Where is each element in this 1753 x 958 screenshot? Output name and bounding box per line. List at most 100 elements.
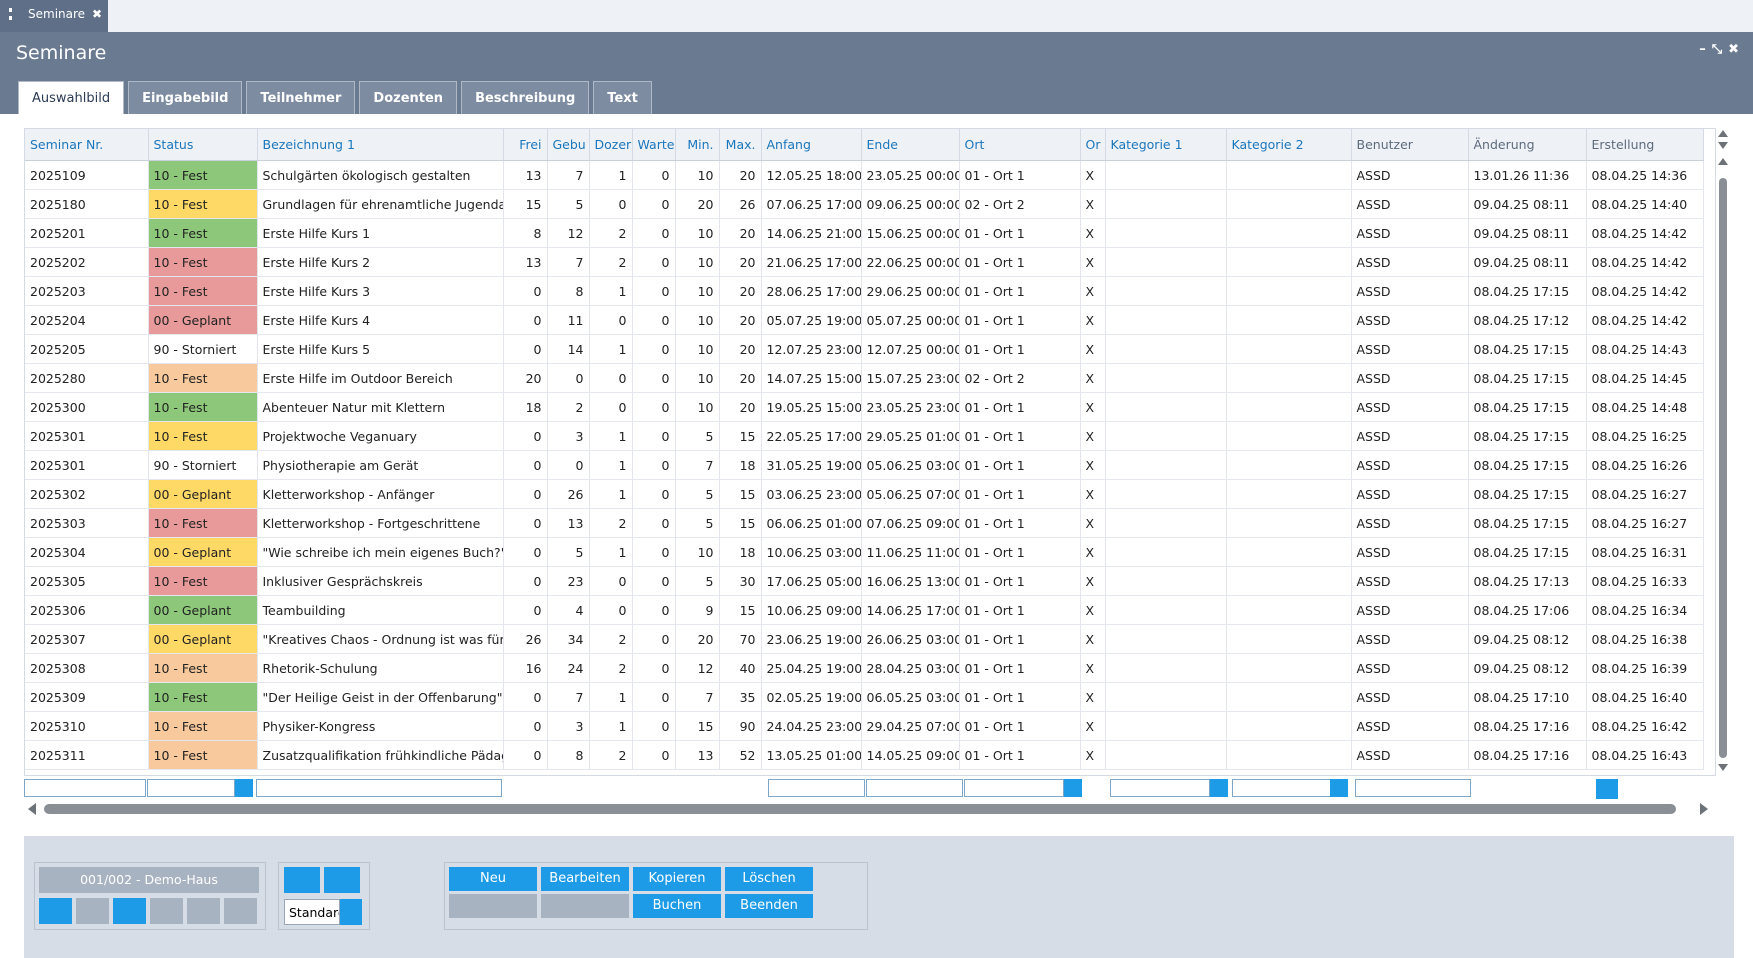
tab[interactable]: Teilnehmer xyxy=(246,81,356,114)
table-row[interactable]: 2025204 00 - Geplant Erste Hilfe Kurs 4 0 11… xyxy=(25,305,1704,335)
table-cell: 11 xyxy=(547,305,590,335)
table-row[interactable]: 2025304 00 - Geplant "Wie schreibe ich mei… xyxy=(25,537,1704,567)
filter-input[interactable] xyxy=(1232,779,1332,797)
column-header[interactable]: Ende xyxy=(861,129,960,161)
column-header[interactable]: Or xyxy=(1080,129,1106,161)
column-header[interactable]: Gebu xyxy=(547,129,590,161)
column-header[interactable]: Frei xyxy=(503,129,548,161)
table-row[interactable]: 2025302 00 - Geplant Kletterworkshop - Anf… xyxy=(25,479,1704,509)
prev-page-button[interactable] xyxy=(76,898,109,924)
table-cell: 02 - Ort 2 xyxy=(959,363,1081,393)
layout-select-button[interactable] xyxy=(340,899,362,925)
filter-button[interactable] xyxy=(1210,779,1228,797)
action-button[interactable]: Bearbeiten xyxy=(541,867,629,891)
column-header[interactable]: Erstellung xyxy=(1586,129,1704,161)
table-row[interactable]: 2025306 00 - Geplant Teambuilding 0 4 0 0 9 15 10… xyxy=(25,595,1704,625)
action-button[interactable]: Beenden xyxy=(725,894,813,918)
table-cell: 5 xyxy=(547,537,590,567)
table-cell: 01 - Ort 1 xyxy=(959,508,1081,538)
first-button[interactable] xyxy=(39,898,72,924)
filter-button[interactable] xyxy=(1330,779,1348,797)
filter-input[interactable] xyxy=(866,779,963,797)
prev-button[interactable] xyxy=(113,898,146,924)
tab[interactable]: Dozenten xyxy=(359,81,458,114)
column-header[interactable]: Benutzer xyxy=(1351,129,1469,161)
table-row[interactable]: 2025305 10 - Fest Inklusiver Gesprächskrei… xyxy=(25,566,1704,596)
table-cell: 08.04.25 16:25 xyxy=(1586,421,1704,451)
column-header[interactable]: Min. xyxy=(675,129,720,161)
filter-input[interactable] xyxy=(1355,779,1471,797)
last-button[interactable] xyxy=(224,898,257,924)
table-row[interactable]: 2025308 10 - Fest Rhetorik-Schulung 16 24 2 0 1… xyxy=(25,653,1704,683)
column-header[interactable]: Anfang xyxy=(761,129,862,161)
tab[interactable]: Auswahlbild xyxy=(18,81,125,114)
scroll-left[interactable] xyxy=(28,803,36,815)
document-tab[interactable]: Seminare ✖ xyxy=(0,0,108,32)
table-row[interactable]: 2025203 10 - Fest Erste Hilfe Kurs 3 0 8 1 0 10… xyxy=(25,276,1704,306)
filter-input[interactable] xyxy=(147,779,235,797)
filter-input[interactable] xyxy=(768,779,865,797)
layout-select[interactable]: Standard xyxy=(284,899,340,925)
top-bar: Seminare ✖ xyxy=(0,0,1753,32)
column-header[interactable]: Seminar Nr. xyxy=(25,129,149,161)
table-row[interactable]: 2025303 10 - Fest Kletterworkshop - Fortge… xyxy=(25,508,1704,538)
column-header[interactable]: Ort xyxy=(959,129,1081,161)
table-cell: 26 xyxy=(719,189,762,219)
column-header[interactable]: Kategorie 1 xyxy=(1105,129,1227,161)
column-header[interactable]: Bezeichnung 1 xyxy=(257,129,504,161)
table-cell: ASSD xyxy=(1351,595,1469,625)
table-row[interactable]: 2025301 90 - Storniert Physiotherapie am G… xyxy=(25,450,1704,480)
tab[interactable]: Text xyxy=(593,81,652,114)
filter-input[interactable] xyxy=(964,779,1064,797)
table-cell: 90 xyxy=(719,711,762,741)
vertical-scrollbar[interactable] xyxy=(1716,128,1730,774)
table-row[interactable]: 2025301 10 - Fest Projektwoche Veganuary 0 3… xyxy=(25,421,1704,451)
table-cell: 2025180 xyxy=(25,189,149,219)
column-header[interactable]: Status xyxy=(148,129,258,161)
next-button[interactable] xyxy=(150,898,183,924)
column-header[interactable]: Dozer xyxy=(589,129,633,161)
table-cell xyxy=(1226,508,1352,538)
filter-apply-button[interactable] xyxy=(1596,779,1618,799)
table-cell xyxy=(1105,624,1227,654)
column-header[interactable]: Änderung xyxy=(1468,129,1587,161)
table-cell: 1 xyxy=(589,682,633,712)
close-icon[interactable]: ✖ xyxy=(91,7,102,21)
status-cell: 10 - Fest xyxy=(148,276,258,306)
column-header[interactable]: Kategorie 2 xyxy=(1226,129,1352,161)
table-cell: Kletterworkshop - Fortgeschrittene xyxy=(257,508,504,538)
horizontal-scrollbar[interactable] xyxy=(44,804,1676,814)
table-row[interactable]: 2025311 10 - Fest Zusatzqualifikation früh… xyxy=(25,740,1704,770)
table-row[interactable]: 2025310 10 - Fest Physiker-Kongress 0 3 1 0 15 9… xyxy=(25,711,1704,741)
filter-input[interactable] xyxy=(24,779,146,797)
table-row[interactable]: 2025309 10 - Fest "Der Heilige Geist in de… xyxy=(25,682,1704,712)
table-row[interactable]: 2025180 10 - Fest Grundlagen für ehrenamtl… xyxy=(25,189,1704,219)
scroll-right[interactable] xyxy=(1700,803,1708,815)
filter-input[interactable] xyxy=(1110,779,1210,797)
print-button[interactable] xyxy=(284,867,320,893)
filter-button[interactable] xyxy=(1064,779,1082,797)
column-header[interactable]: Warte xyxy=(632,129,676,161)
table-cell: X xyxy=(1080,247,1106,277)
export-button[interactable] xyxy=(324,867,360,893)
table-row[interactable]: 2025201 10 - Fest Erste Hilfe Kurs 1 8 12 2 0 1… xyxy=(25,218,1704,248)
action-button[interactable]: Neu xyxy=(449,867,537,891)
table-cell: 20 xyxy=(719,305,762,335)
action-button[interactable]: Buchen xyxy=(633,894,721,918)
table-row[interactable]: 2025109 10 - Fest Schulgärten ökologisch g… xyxy=(25,160,1704,190)
table-row[interactable]: 2025307 00 - Geplant "Kreatives Chaos - Or… xyxy=(25,624,1704,654)
table-row[interactable]: 2025300 10 - Fest Abenteuer Natur mit Klet… xyxy=(25,392,1704,422)
action-button[interactable]: Kopieren xyxy=(633,867,721,891)
table-cell: 31.05.25 19:00 xyxy=(761,450,862,480)
window-controls[interactable]: –⤡✖ xyxy=(1699,42,1745,57)
filter-button[interactable] xyxy=(235,779,253,797)
action-button[interactable]: Löschen xyxy=(725,867,813,891)
table-row[interactable]: 2025202 10 - Fest Erste Hilfe Kurs 2 13 7 2 0 1… xyxy=(25,247,1704,277)
filter-input[interactable] xyxy=(256,779,502,797)
tab[interactable]: Eingabebild xyxy=(128,81,243,114)
tab[interactable]: Beschreibung xyxy=(461,81,590,114)
next-page-button[interactable] xyxy=(187,898,220,924)
table-row[interactable]: 2025280 10 - Fest Erste Hilfe im Outdoor B… xyxy=(25,363,1704,393)
column-header[interactable]: Max. xyxy=(719,129,762,161)
